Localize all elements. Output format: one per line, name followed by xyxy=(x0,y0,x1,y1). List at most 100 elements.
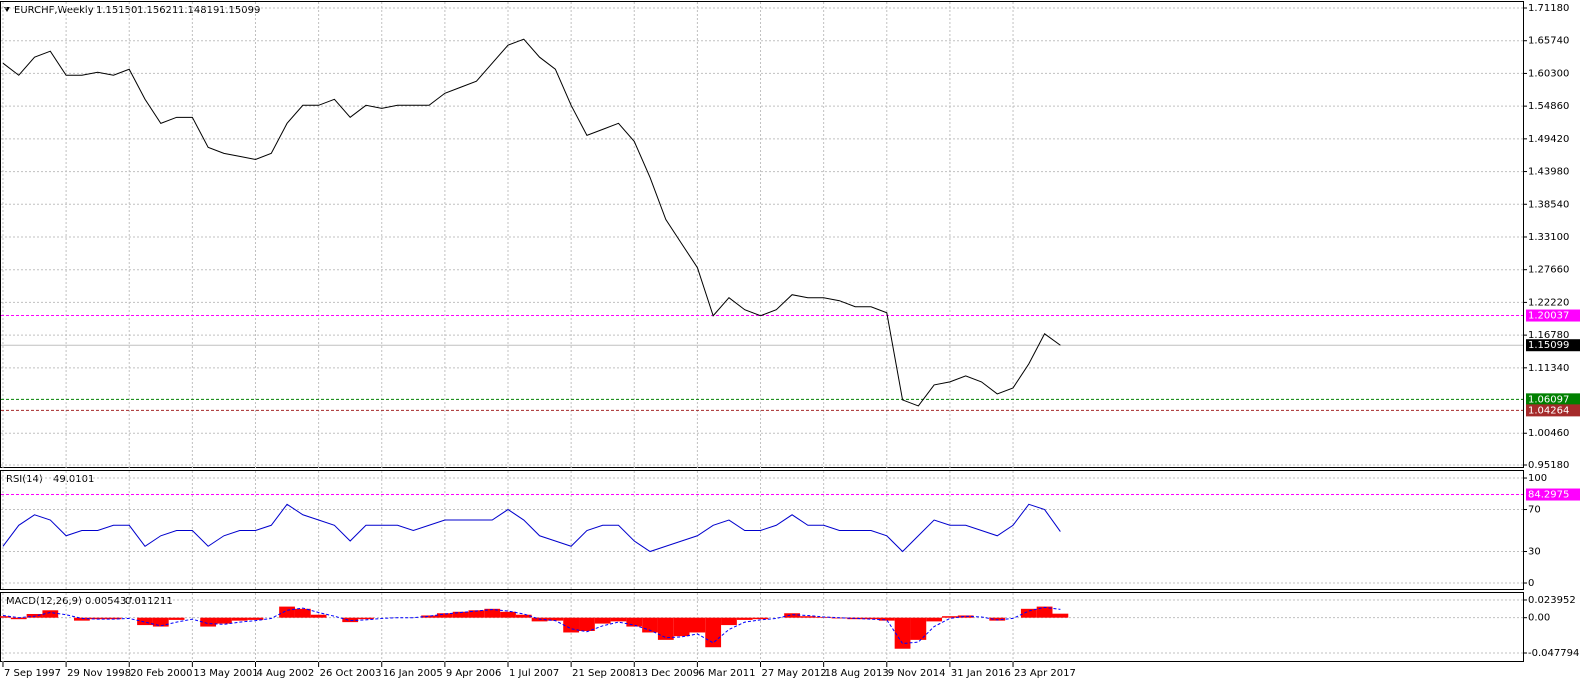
y-tick-label: 1.27660 xyxy=(1528,265,1569,276)
x-tick-label: 9 Nov 2014 xyxy=(888,668,946,679)
histogram-bar xyxy=(942,616,958,618)
y-tick-label: 1.33100 xyxy=(1528,232,1569,243)
level-label: 1.04264 xyxy=(1528,405,1569,416)
y-tick-label: 70 xyxy=(1528,505,1541,516)
x-tick-label: 16 Jan 2005 xyxy=(383,668,443,679)
level-tag xyxy=(1526,488,1580,501)
histogram-bar xyxy=(137,617,153,626)
y-tick-label: 0.023952 xyxy=(1528,595,1576,606)
histogram-bar xyxy=(73,617,90,621)
histogram-bar xyxy=(721,617,737,626)
macd-signal-value: 0.011211 xyxy=(125,596,173,607)
level-tag xyxy=(1526,393,1580,406)
open: 1.15150 xyxy=(96,5,137,16)
x-tick-label: 20 Feb 2000 xyxy=(130,668,192,679)
level-label: 1.06097 xyxy=(1528,394,1569,405)
histogram-bar xyxy=(1036,606,1053,618)
histogram-bar xyxy=(579,617,595,631)
level-label: 84.2975 xyxy=(1528,490,1569,501)
histogram-bar xyxy=(784,613,800,618)
histogram-bar xyxy=(863,617,879,620)
y-tick-label: 1.54860 xyxy=(1528,101,1569,112)
macd-label: MACD(12,26,9) xyxy=(6,596,82,607)
rsi-value: 49.0101 xyxy=(53,474,94,485)
histogram-bar xyxy=(452,611,469,618)
histogram-bar xyxy=(200,617,217,627)
histogram-bar xyxy=(247,617,264,620)
histogram-bar xyxy=(610,617,627,622)
y-tick-label: 1.71180 xyxy=(1528,3,1569,14)
histogram-bar xyxy=(989,617,1006,621)
histogram-bar xyxy=(926,617,943,622)
high: 1.15621 xyxy=(137,5,178,16)
x-tick-label: 6 Mar 2011 xyxy=(698,668,755,679)
histogram-bar xyxy=(152,617,169,627)
histogram-bar xyxy=(1052,613,1069,618)
y-tick-label: 1.38540 xyxy=(1528,199,1569,210)
histogram-bar xyxy=(436,613,453,618)
histogram-bar xyxy=(10,617,27,620)
low: 1.14819 xyxy=(178,5,219,16)
histogram-bar xyxy=(216,617,232,624)
y-tick-label: 1.22220 xyxy=(1528,297,1569,308)
y-tick-label: 100 xyxy=(1528,473,1547,484)
x-tick-label: 9 Apr 2006 xyxy=(446,668,501,679)
x-tick-label: 13 Dec 2009 xyxy=(635,668,699,679)
histogram-bar xyxy=(752,617,769,620)
y-tick-label: 0.00 xyxy=(1528,613,1550,624)
x-tick-label: 29 Nov 1998 xyxy=(67,668,131,679)
histogram-bar xyxy=(673,617,690,637)
histogram-bar xyxy=(547,617,564,621)
y-tick-label: 0 xyxy=(1528,578,1534,589)
histogram-bar xyxy=(279,606,295,618)
histogram-bar xyxy=(626,617,643,627)
histogram-bar xyxy=(231,617,248,621)
y-tick-label: 1.00460 xyxy=(1528,428,1569,439)
y-tick-label: 30 xyxy=(1528,547,1541,558)
histogram-bar xyxy=(594,617,611,624)
x-tick-label: 1 Jul 2007 xyxy=(509,668,559,679)
series-line xyxy=(2,606,1061,645)
x-tick-label: 18 Aug 2013 xyxy=(825,668,889,679)
x-tick-label: 31 Jan 2016 xyxy=(951,668,1011,679)
histogram-bar xyxy=(500,611,516,618)
x-tick-label: 4 Aug 2002 xyxy=(256,668,314,679)
histogram-bar xyxy=(878,617,895,621)
macd-value: 0.005437 xyxy=(85,596,133,607)
y-tick-label: 1.43980 xyxy=(1528,167,1569,178)
level-label: 1.20037 xyxy=(1528,311,1569,322)
series-line xyxy=(2,38,1061,407)
histogram-bar xyxy=(421,615,437,618)
y-tick-label: 1.49420 xyxy=(1528,134,1569,145)
histogram-bar xyxy=(342,617,359,623)
histogram-bar xyxy=(957,615,974,618)
y-tick-label: 1.16780 xyxy=(1528,330,1569,341)
histogram-bar xyxy=(0,616,11,618)
x-tick-label: 21 Sep 2008 xyxy=(572,668,635,679)
x-tick-label: 26 Oct 2003 xyxy=(320,668,382,679)
histogram-bar xyxy=(563,617,580,633)
series-line xyxy=(2,503,1061,553)
x-tick-label: 7 Sep 1997 xyxy=(4,668,61,679)
y-tick-label: -0.047794 xyxy=(1528,648,1579,659)
histogram-bar xyxy=(42,610,59,618)
level-tag xyxy=(1526,404,1580,417)
histogram-bar xyxy=(468,610,485,618)
close: 1.15099 xyxy=(219,5,260,16)
level-label: 1.15099 xyxy=(1528,340,1569,351)
histogram-bar xyxy=(105,617,122,620)
histogram-bar xyxy=(168,617,185,620)
histogram-bar xyxy=(89,617,106,620)
histogram-bar xyxy=(657,617,674,640)
histogram-bar xyxy=(799,616,816,618)
y-tick-label: 0.95180 xyxy=(1528,460,1569,471)
rsi-label: RSI(14) xyxy=(6,474,43,485)
x-tick-label: 13 May 2001 xyxy=(193,668,258,679)
x-tick-label: 23 Apr 2017 xyxy=(1014,668,1076,679)
histogram-bar xyxy=(358,617,374,620)
macd-frame xyxy=(0,592,1524,662)
histogram-bar xyxy=(484,608,501,618)
